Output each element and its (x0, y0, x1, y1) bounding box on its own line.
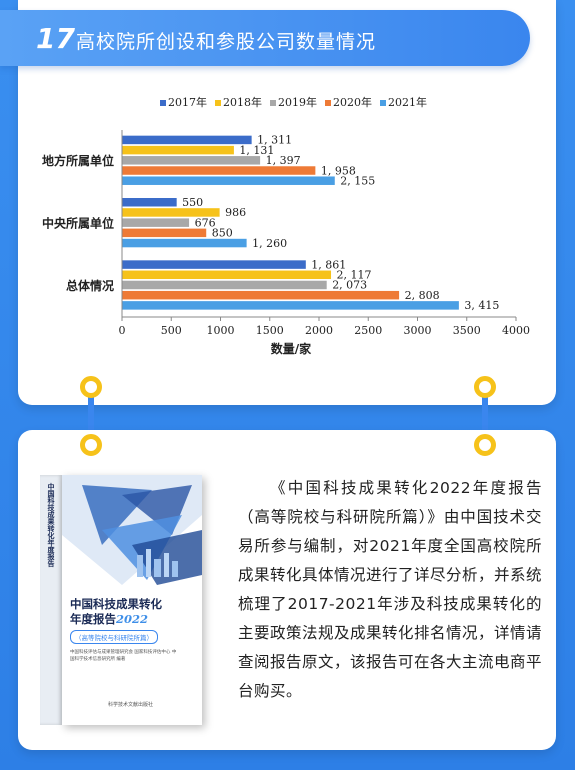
bar-2-3 (122, 290, 400, 300)
bar-1-1 (122, 208, 220, 217)
section-number: 17 (36, 22, 75, 55)
bar-2-2 (122, 280, 327, 290)
bar-label-2-4: 3, 415 (464, 299, 499, 312)
bar-0-3 (122, 166, 316, 175)
bar-0-4 (122, 176, 335, 185)
bar-label-2-2: 2, 073 (332, 279, 367, 292)
x-tick-label: 2500 (354, 324, 382, 337)
bar-2-0 (122, 260, 306, 269)
x-tick-label: 4000 (502, 324, 530, 337)
category-label-0: 地方所属单位 (42, 153, 114, 168)
section-title: 高校院所创设和参股公司数量情况 (76, 31, 377, 53)
bar-label-2-1: 2, 117 (337, 269, 372, 282)
connector-ring-right-bottom (474, 434, 496, 456)
book-subtitle: （高等院校与科研院所篇） (70, 630, 158, 644)
book-publisher: 科学技术文献出版社 (108, 702, 154, 708)
x-tick-label: 1000 (207, 324, 235, 337)
connector-ring-left-bottom (80, 434, 102, 456)
connector-ring-right-top (474, 376, 496, 398)
bar-0-1 (122, 145, 234, 155)
book-cover: 中国科技成果转化年度报告 中国科技成果转化 年度报告2022 （高等院校与科研院… (40, 475, 202, 725)
legend-swatch-4 (380, 100, 386, 106)
legend-swatch-0 (160, 100, 166, 106)
bar-1-4 (122, 238, 247, 248)
book-description: 《中国科技成果转化2022年度报告（高等院校与科研院所篇）》由中国技术交易所参与… (238, 479, 543, 700)
bar-2-4 (122, 301, 459, 310)
bar-label-0-0: 1, 311 (257, 134, 292, 147)
connector-line-right (482, 390, 488, 442)
legend-swatch-3 (325, 100, 331, 106)
bar-label-0-3: 1, 958 (321, 164, 356, 177)
bar-1-2 (122, 218, 190, 227)
legend-label-3: 2020年 (333, 95, 372, 109)
chart-card (18, 0, 556, 405)
title-bar (0, 10, 530, 66)
book-spine: 中国科技成果转化年度报告 (40, 475, 62, 725)
x-axis-label: 数量/家 (271, 341, 312, 356)
bar-1-3 (122, 228, 207, 238)
x-tick-label: 1500 (256, 324, 284, 337)
connector-ring-left-top (80, 376, 102, 398)
bar-label-2-0: 1, 861 (311, 258, 346, 271)
x-tick-label: 0 (119, 324, 126, 337)
bar-label-0-1: 1, 131 (239, 144, 274, 157)
book-authors: 中国科技评估与成果管理研究会 国家科技评估中心 中国科学技术信息研究所 编著 (70, 650, 177, 662)
x-tick-label: 3000 (404, 324, 432, 337)
legend-swatch-1 (215, 100, 221, 106)
bar-label-1-0: 550 (182, 196, 203, 209)
book-cover-art (62, 475, 202, 585)
x-tick-label: 500 (161, 324, 182, 337)
bar-label-1-4: 1, 260 (252, 237, 287, 250)
bar-label-0-4: 2, 155 (340, 174, 375, 187)
bar-label-1-3: 850 (212, 227, 233, 240)
book-front: 中国科技成果转化 年度报告2022 （高等院校与科研院所篇） 中国科技评估与成果… (62, 475, 202, 725)
x-tick-label: 3500 (453, 324, 481, 337)
bar-label-0-2: 1, 397 (266, 154, 301, 167)
bar-chart: 0 500 1000 1500 2000 2500 3000 3500 4000 数量/家 2017… (42, 95, 530, 356)
legend-label-2: 2019年 (278, 95, 317, 109)
bar-1-0 (122, 198, 177, 207)
legend-label-1: 2018年 (223, 95, 262, 109)
legend-label-0: 2017年 (168, 95, 207, 109)
bar-label-2-3: 2, 808 (405, 289, 440, 302)
book-spine-title: 中国科技成果转化年度报告 (47, 483, 55, 567)
book-title: 中国科技成果转化 年度报告2022 (70, 597, 162, 626)
bar-0-0 (122, 135, 252, 145)
category-label-1: 中央所属单位 (42, 216, 114, 231)
bar-2-1 (122, 270, 332, 280)
bar-0-2 (122, 156, 261, 165)
bar-label-1-1: 986 (225, 206, 246, 219)
legend-label-4: 2021年 (388, 95, 427, 109)
connector-line-left (88, 390, 94, 442)
category-label-2: 总体情况 (66, 278, 114, 293)
legend-swatch-2 (270, 100, 276, 106)
x-tick-label: 2000 (305, 324, 333, 337)
bar-label-1-2: 676 (195, 216, 216, 229)
